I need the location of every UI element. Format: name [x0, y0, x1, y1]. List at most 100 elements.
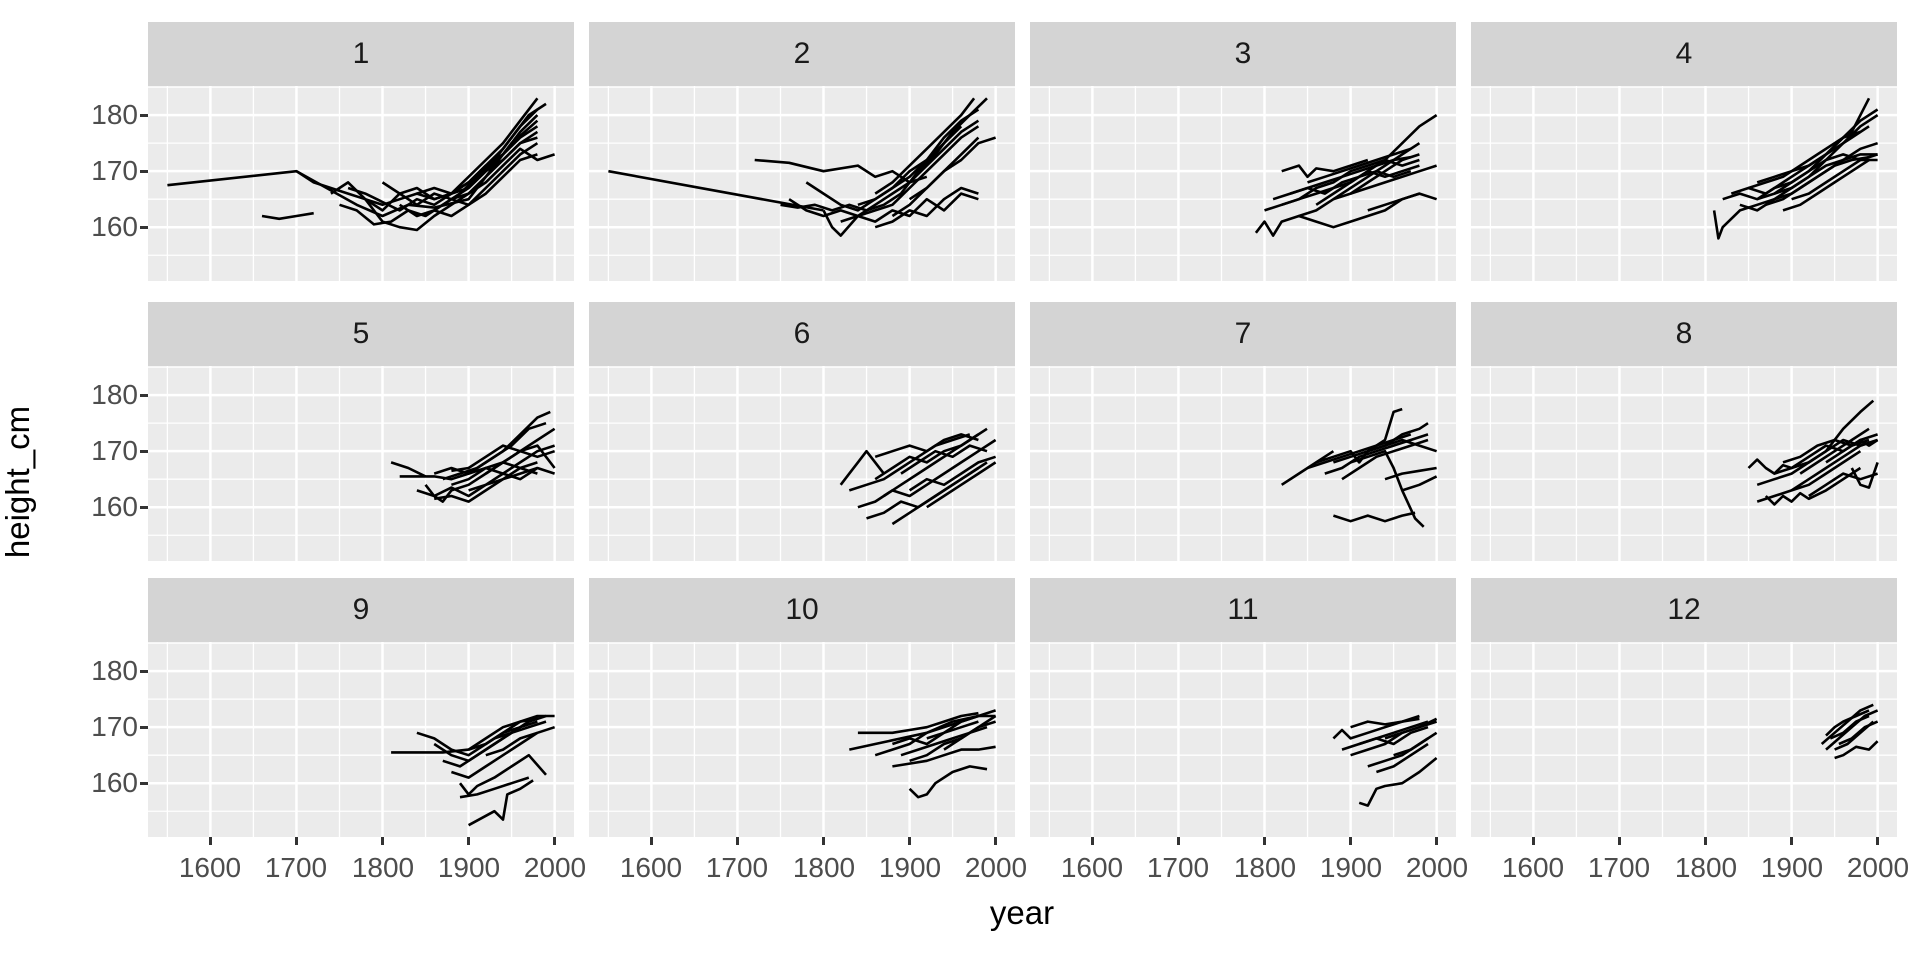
data-line — [874, 186, 979, 229]
data-line — [1756, 130, 1861, 184]
data-line — [900, 444, 988, 475]
x-tick-label: 1700 — [1146, 852, 1210, 883]
facet-panel-10 — [589, 642, 1015, 837]
data-line — [1401, 475, 1438, 492]
x-tick-label: 1800 — [351, 852, 415, 883]
facet-strip-9: 9 — [148, 578, 574, 642]
data-line — [848, 433, 971, 492]
y-tick-mark — [140, 450, 148, 453]
x-tick-mark — [295, 837, 298, 845]
data-line — [1281, 158, 1369, 179]
data-line — [891, 720, 979, 746]
x-tick-mark — [1618, 837, 1621, 845]
data-line — [908, 455, 997, 492]
y-tick-label: 170 — [91, 435, 138, 466]
x-tick-mark — [467, 837, 470, 845]
x-tick-mark — [908, 837, 911, 845]
data-line — [390, 461, 427, 478]
x-tick-label: 1900 — [1760, 852, 1824, 883]
data-line — [1756, 450, 1862, 503]
x-axis-title: year — [989, 894, 1055, 931]
x-tick-mark — [1435, 837, 1438, 845]
data-line — [1324, 433, 1429, 475]
y-tick-label: 180 — [91, 99, 138, 130]
data-line — [1375, 742, 1429, 774]
data-line — [1850, 461, 1879, 489]
data-line — [442, 720, 547, 768]
facet-panel-9 — [148, 642, 574, 837]
x-tick-label: 2000 — [1405, 852, 1469, 883]
x-tick-label: 2000 — [523, 852, 587, 883]
x-tick-label: 2000 — [964, 852, 1028, 883]
facet-panel-5 — [148, 366, 574, 561]
y-tick-label: 160 — [91, 767, 138, 798]
data-line — [261, 211, 314, 221]
facet-strip-2: 2 — [589, 22, 1015, 86]
data-line — [857, 711, 979, 735]
y-tick-mark — [140, 726, 148, 729]
x-tick-mark — [1876, 837, 1879, 845]
y-tick-label: 180 — [91, 655, 138, 686]
facet-panel-1 — [148, 86, 574, 281]
data-line — [1315, 407, 1403, 464]
y-tick-label: 160 — [91, 491, 138, 522]
data-line — [857, 438, 997, 509]
data-line — [908, 765, 988, 799]
x-axis-title-row: year — [0, 894, 1920, 932]
x-tick-mark — [553, 837, 556, 845]
data-line — [1791, 158, 1878, 201]
facet-strip-1: 1 — [148, 22, 574, 86]
data-line — [1730, 125, 1870, 195]
facet-strip-4: 4 — [1471, 22, 1897, 86]
x-tick-label: 1600 — [1501, 852, 1565, 883]
data-line — [295, 97, 539, 207]
data-line — [433, 461, 538, 503]
data-line — [780, 97, 988, 212]
x-tick-mark — [1091, 837, 1094, 845]
data-line — [1358, 725, 1429, 746]
x-tick-label: 1900 — [1319, 852, 1383, 883]
data-line — [839, 449, 885, 486]
facet-panel-2 — [589, 86, 1015, 281]
data-line — [849, 714, 979, 751]
data-line — [1773, 141, 1879, 195]
data-line — [900, 725, 988, 757]
x-tick-label: 1800 — [1233, 852, 1297, 883]
y-tick-mark — [140, 114, 148, 117]
data-line — [416, 466, 538, 498]
x-tick-mark — [1349, 837, 1352, 845]
x-tick-mark — [1790, 837, 1793, 845]
x-tick-label: 1800 — [1674, 852, 1738, 883]
data-line — [1341, 720, 1429, 751]
facet-strip-12: 12 — [1471, 578, 1897, 642]
data-line — [433, 153, 538, 218]
data-line — [1307, 147, 1412, 184]
data-line — [1765, 155, 1870, 207]
x-tick-mark — [1263, 837, 1266, 845]
y-tick-label: 160 — [91, 211, 138, 242]
x-tick-label: 1700 — [264, 852, 328, 883]
facet-strip-6: 6 — [589, 302, 1015, 366]
x-tick-mark — [209, 837, 212, 845]
data-line — [874, 433, 979, 459]
data-line — [1782, 158, 1870, 212]
x-tick-label: 1800 — [792, 852, 856, 883]
data-line — [468, 714, 555, 751]
x-tick-mark — [736, 837, 739, 845]
data-line — [451, 444, 556, 473]
data-line — [1367, 192, 1438, 212]
data-line — [874, 97, 976, 195]
data-line — [468, 466, 556, 492]
data-line — [891, 466, 980, 526]
data-line — [1350, 714, 1420, 729]
data-line — [1799, 427, 1870, 475]
x-tick-label: 1600 — [619, 852, 683, 883]
data-line — [608, 169, 824, 212]
data-line — [883, 427, 988, 498]
y-tick-mark — [140, 506, 148, 509]
data-line — [459, 776, 530, 799]
x-tick-mark — [1532, 837, 1535, 845]
data-line — [788, 119, 980, 218]
data-line — [1825, 438, 1879, 464]
